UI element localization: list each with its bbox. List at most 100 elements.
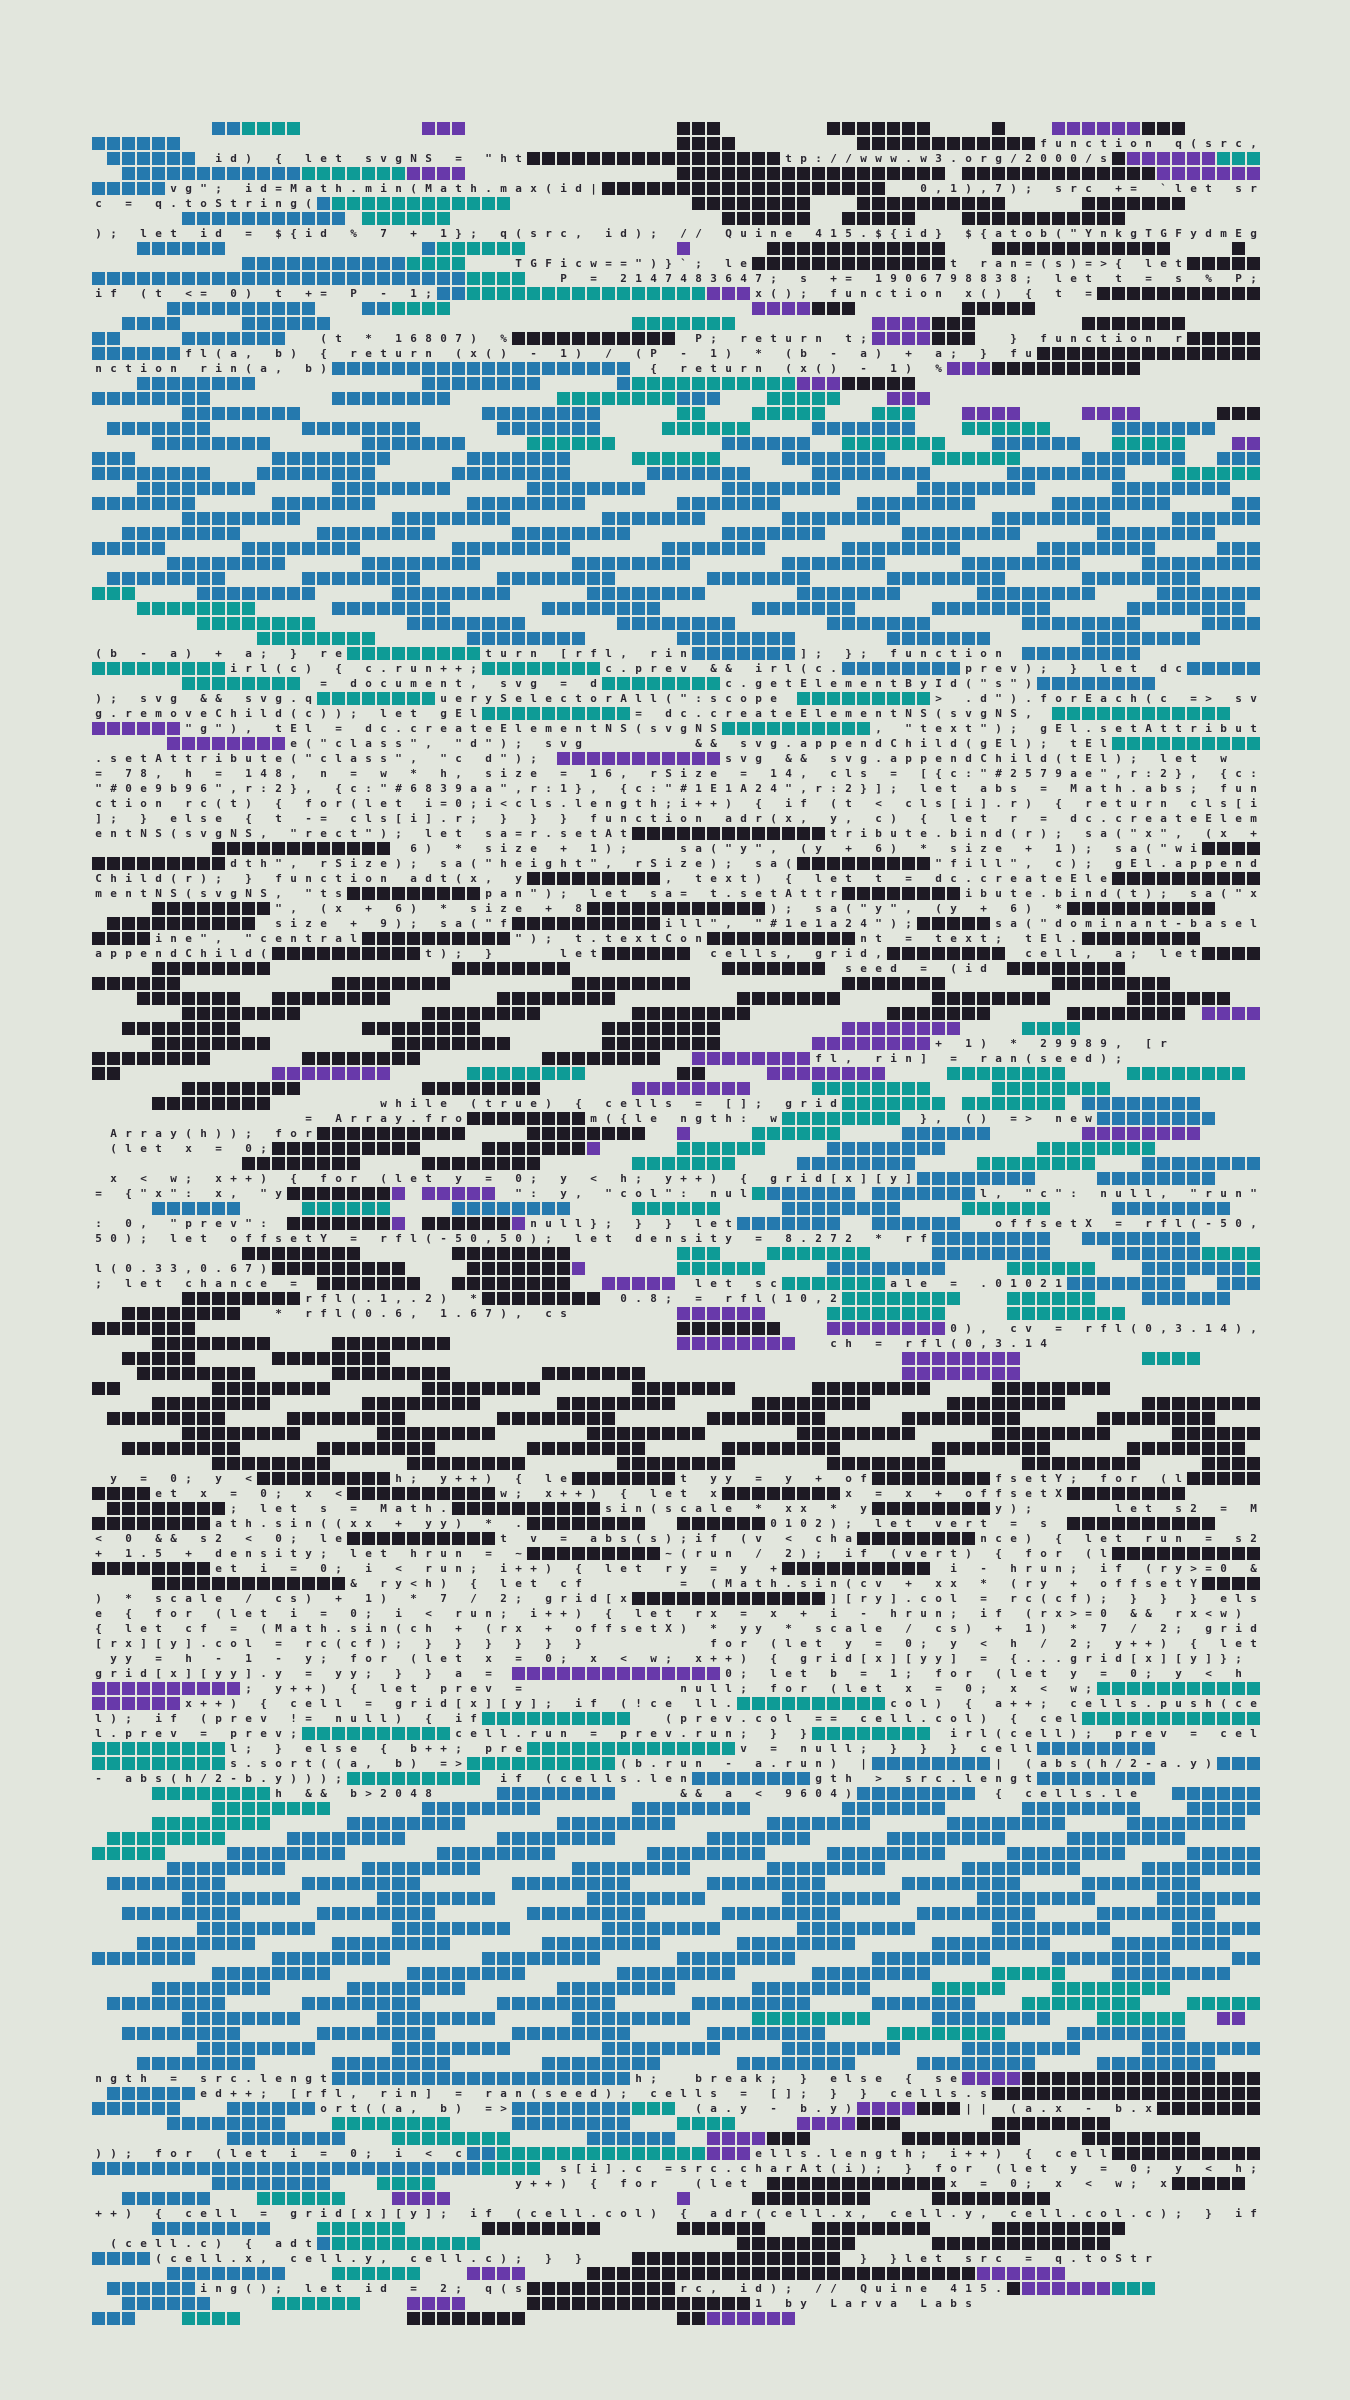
black-block-cell bbox=[182, 1442, 195, 1455]
blue-block-cell bbox=[287, 272, 300, 285]
code-char: ) bbox=[1036, 826, 1051, 841]
code-char: 2 bbox=[211, 1531, 226, 1546]
black-block-cell bbox=[227, 1037, 240, 1050]
black-block-cell bbox=[407, 1142, 420, 1155]
code-char: ) bbox=[391, 856, 406, 871]
code-char: e bbox=[1111, 661, 1126, 676]
black-block-cell bbox=[1142, 932, 1155, 945]
purple-block-cell bbox=[617, 752, 630, 765]
code-char: ; bbox=[286, 1531, 301, 1546]
teal-block-cell bbox=[437, 647, 450, 660]
code-char: l bbox=[121, 1141, 136, 1156]
blue-block-cell bbox=[842, 1187, 855, 1200]
code-char: , bbox=[271, 886, 286, 901]
code-char: 3 bbox=[1171, 1321, 1186, 1336]
code-char: e bbox=[1021, 1486, 1036, 1501]
code-char: { bbox=[646, 361, 661, 376]
code-char: s bbox=[751, 1276, 766, 1291]
code-char: g bbox=[751, 676, 766, 691]
black-block-cell bbox=[962, 1397, 975, 1410]
code-char: { bbox=[736, 1171, 751, 1186]
code-char: ( bbox=[511, 226, 526, 241]
black-block-cell bbox=[767, 1487, 780, 1500]
code-char: l bbox=[751, 946, 766, 961]
purple-block-cell bbox=[752, 302, 765, 315]
teal-block-cell bbox=[362, 647, 375, 660]
code-char: [ bbox=[721, 1096, 736, 1111]
blue-block-cell bbox=[1097, 527, 1110, 540]
black-block-cell bbox=[617, 1022, 630, 1035]
code-char: o bbox=[676, 931, 691, 946]
code-char: 0 bbox=[511, 1231, 526, 1246]
blue-block-cell bbox=[332, 482, 345, 495]
black-block-cell bbox=[257, 1382, 270, 1395]
code-char: f bbox=[1006, 1216, 1021, 1231]
blue-block-cell bbox=[1217, 662, 1230, 675]
teal-block-cell bbox=[557, 392, 570, 405]
black-block-cell bbox=[812, 302, 825, 315]
teal-block-cell bbox=[692, 287, 705, 300]
blue-block-cell bbox=[362, 362, 375, 375]
black-block-cell bbox=[1187, 347, 1200, 360]
teal-block-cell bbox=[692, 407, 705, 420]
blue-block-cell bbox=[992, 1172, 1005, 1185]
blue-block-cell bbox=[1142, 1292, 1155, 1305]
code-char: - bbox=[436, 1231, 451, 1246]
code-char: ( bbox=[376, 1171, 391, 1186]
black-block-cell bbox=[1097, 197, 1110, 210]
blue-block-cell bbox=[1052, 617, 1065, 630]
black-block-cell bbox=[422, 1037, 435, 1050]
black-block-cell bbox=[1097, 242, 1110, 255]
code-char: ; bbox=[946, 346, 961, 361]
code-char: ( bbox=[181, 1126, 196, 1141]
code-char: , bbox=[1186, 766, 1201, 781]
blue-block-cell bbox=[392, 572, 405, 585]
blue-block-cell bbox=[797, 437, 810, 450]
code-char: b bbox=[601, 1531, 616, 1546]
code-char: $ bbox=[271, 226, 286, 241]
black-block-cell bbox=[362, 1352, 375, 1365]
code-char: w bbox=[886, 151, 901, 166]
code-char: e bbox=[136, 1276, 151, 1291]
black-block-cell bbox=[272, 1457, 285, 1470]
blue-block-cell bbox=[1172, 422, 1185, 435]
black-block-cell bbox=[197, 1037, 210, 1050]
blue-block-cell bbox=[887, 662, 900, 675]
purple-block-cell bbox=[962, 407, 975, 420]
code-char: + bbox=[676, 1171, 691, 1186]
code-char: i bbox=[241, 706, 256, 721]
code-char: + bbox=[706, 796, 721, 811]
blue-block-cell bbox=[782, 527, 795, 540]
black-block-cell bbox=[1037, 362, 1050, 375]
code-char: a bbox=[211, 1516, 226, 1531]
black-block-cell bbox=[377, 1217, 390, 1230]
code-char: , bbox=[1171, 826, 1186, 841]
black-block-cell bbox=[272, 1142, 285, 1155]
blue-block-cell bbox=[737, 437, 750, 450]
black-block-cell bbox=[182, 1412, 195, 1425]
code-char: P bbox=[691, 331, 706, 346]
black-block-cell bbox=[827, 122, 840, 135]
black-block-cell bbox=[1142, 977, 1155, 990]
black-block-cell bbox=[527, 1412, 540, 1425]
code-char: g bbox=[811, 946, 826, 961]
black-block-cell bbox=[497, 1007, 510, 1020]
teal-block-cell bbox=[257, 617, 270, 630]
teal-block-cell bbox=[332, 1202, 345, 1215]
black-block-cell bbox=[242, 1007, 255, 1020]
black-block-cell bbox=[767, 962, 780, 975]
code-char: 0 bbox=[196, 1261, 211, 1276]
blue-block-cell bbox=[887, 512, 900, 525]
code-char: c bbox=[601, 661, 616, 676]
teal-block-cell bbox=[857, 1112, 870, 1125]
code-char: ( bbox=[166, 871, 181, 886]
code-char: e bbox=[1171, 946, 1186, 961]
black-block-cell bbox=[827, 1382, 840, 1395]
code-char: " bbox=[271, 856, 286, 871]
blue-block-cell bbox=[167, 527, 180, 540]
purple-block-cell bbox=[1142, 1127, 1155, 1140]
code-char: * bbox=[916, 841, 931, 856]
code-char: d bbox=[1156, 661, 1171, 676]
blue-block-cell bbox=[422, 602, 435, 615]
teal-block-cell bbox=[1232, 152, 1245, 165]
